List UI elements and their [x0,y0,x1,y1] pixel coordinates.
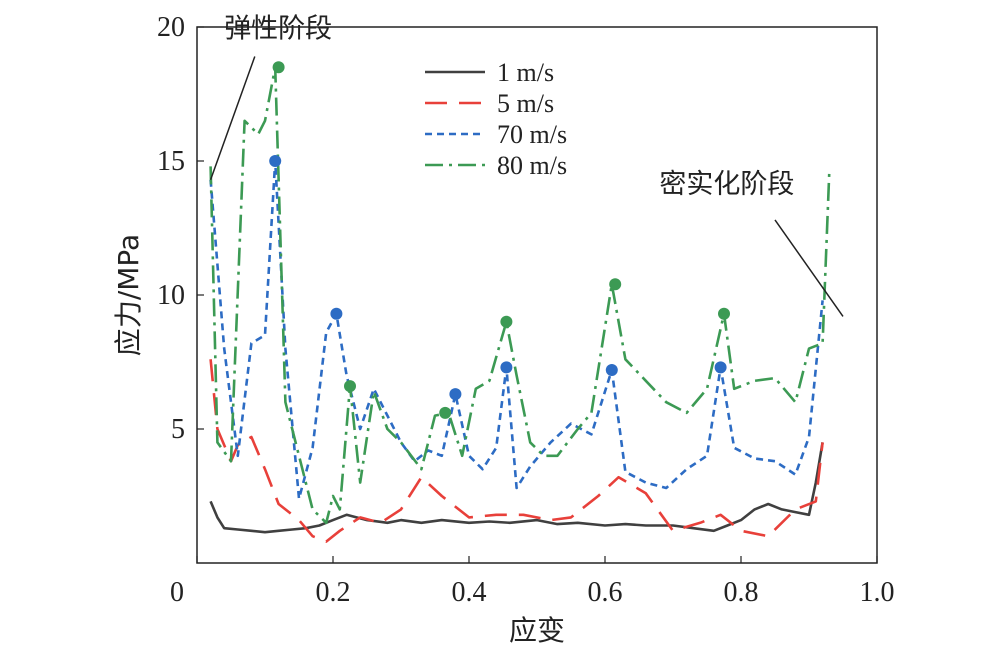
annotation-leader-line [774,219,844,317]
y-tick-label: 10 [157,280,185,311]
peak-marker [500,315,513,328]
series-line-3 [209,159,824,501]
series-line-1 [209,442,824,534]
legend-label: 70 m/s [497,120,567,149]
series-line-2 [209,359,824,543]
annotation-label: 密实化阶段 [659,169,794,200]
y-tick-label: 15 [157,146,185,177]
x-tick-label: 0.6 [588,577,623,608]
annotation-label: 弹性阶段 [224,14,332,45]
peak-marker [609,278,622,291]
series-layer [209,65,831,543]
y-tick-label: 5 [171,414,185,445]
x-tick-label: 0.4 [452,577,487,608]
x-axis-title: 应变 [509,614,565,647]
x-tick-label: 0 [170,577,184,608]
marker-layer [269,61,730,419]
x-tick-label: 1.0 [860,577,895,608]
legend-label: 5 m/s [497,89,554,118]
peak-marker [272,61,285,74]
peak-marker [344,380,356,393]
series-line-4 [209,65,831,525]
peak-marker [500,361,513,374]
axis-ticks: 0 0.2 0.4 0.6 0.8 1.0 5 10 15 20 [157,12,895,608]
peak-marker [714,361,727,374]
x-tick-label: 0.8 [724,577,759,608]
peak-marker [605,364,618,377]
peak-marker [439,406,452,419]
y-tick-label: 20 [157,12,185,43]
annotation-leader-line [209,56,256,181]
peak-marker [718,307,730,320]
y-axis-title: 应力/MPa [112,234,145,356]
legend-label: 1 m/s [497,58,554,87]
peak-marker [449,388,462,401]
peak-marker [330,307,343,320]
peak-marker [269,155,282,167]
legend: 1 m/s5 m/s70 m/s80 m/s [425,58,567,180]
x-tick-label: 0.2 [316,577,351,608]
legend-label: 80 m/s [497,151,567,180]
